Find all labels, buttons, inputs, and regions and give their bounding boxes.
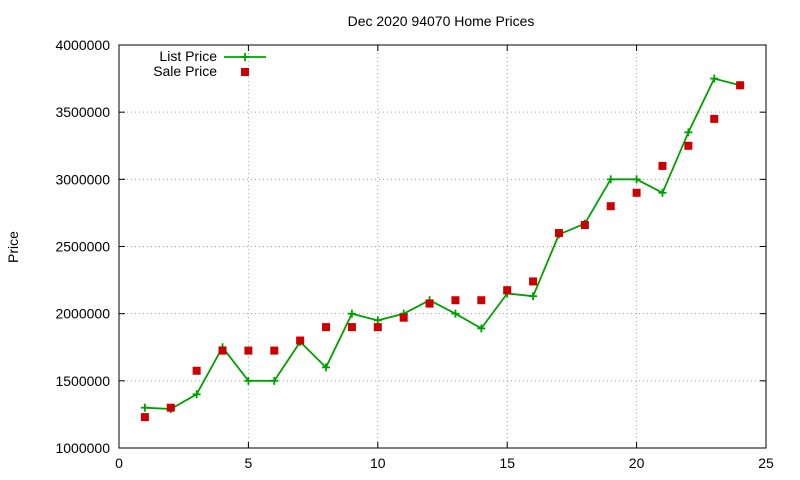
sale-price-point xyxy=(140,413,149,422)
sale-price-point xyxy=(606,202,615,211)
x-tick-label: 25 xyxy=(758,455,774,471)
sale-price-point xyxy=(658,161,667,170)
list-price-point xyxy=(477,324,486,333)
series-layer xyxy=(140,74,745,422)
legend-label-sale-price: Sale Price xyxy=(153,63,217,79)
sale-price-point xyxy=(710,114,719,123)
y-tick-label: 1500000 xyxy=(55,373,110,389)
x-tick-label: 20 xyxy=(629,455,645,471)
y-axis-label: Price xyxy=(5,231,21,263)
sale-price-point xyxy=(684,141,693,150)
grid-lines xyxy=(119,45,766,448)
sale-price-point xyxy=(218,346,227,355)
sale-price-point xyxy=(192,366,201,375)
y-tick-label: 2500000 xyxy=(55,239,110,255)
list-price-point xyxy=(710,74,719,83)
x-tick-label: 0 xyxy=(115,455,123,471)
sale-price-point xyxy=(399,313,408,322)
sale-price-point xyxy=(322,323,331,332)
list-price-point xyxy=(373,316,382,325)
sale-price-point xyxy=(451,296,460,305)
list-price-point xyxy=(192,390,201,399)
x-tick-label: 10 xyxy=(370,455,386,471)
sale-price-point xyxy=(296,336,305,345)
sale-price-point xyxy=(477,296,486,305)
sale-price-point xyxy=(373,323,382,332)
plot-frame xyxy=(118,44,767,449)
axis-ticks: 0 5 10 15 20 25 1000000 1500000 2000000 2500000 30… xyxy=(55,37,774,471)
legend-marker-sale-price xyxy=(241,68,249,76)
sale-price-point xyxy=(580,221,589,230)
list-price-point xyxy=(606,175,615,184)
sale-price-point xyxy=(554,229,563,238)
y-tick-label: 1000000 xyxy=(55,440,110,456)
sale-price-point xyxy=(503,286,512,295)
list-price-point xyxy=(451,309,460,318)
list-price-point xyxy=(684,128,693,137)
sale-price-point xyxy=(632,188,641,197)
x-tick-label: 15 xyxy=(499,455,515,471)
y-tick-label: 2000000 xyxy=(55,306,110,322)
sale-price-point xyxy=(347,323,356,332)
y-tick-label: 4000000 xyxy=(55,37,110,53)
sale-price-point xyxy=(736,81,745,90)
series-line-list-price xyxy=(144,77,741,410)
chart-title: Dec 2020 94070 Home Prices xyxy=(348,13,535,29)
sale-price-point xyxy=(529,277,538,286)
legend-marker-list-price xyxy=(241,53,249,61)
y-tick-label: 3500000 xyxy=(55,104,110,120)
list-price-point xyxy=(529,292,538,301)
list-price-point xyxy=(347,309,356,318)
list-price-point xyxy=(658,188,667,197)
list-price-point xyxy=(140,403,149,412)
sale-price-point xyxy=(244,346,253,355)
legend-label-list-price: List Price xyxy=(159,48,217,64)
sale-price-point xyxy=(166,403,175,412)
list-price-point xyxy=(322,363,331,372)
list-price-point xyxy=(632,175,641,184)
y-tick-label: 3000000 xyxy=(55,171,110,187)
x-tick-label: 5 xyxy=(245,455,253,471)
list-price-point xyxy=(270,376,279,385)
sale-price-point xyxy=(425,299,434,308)
legend: List Price Sale Price xyxy=(153,48,266,79)
list-price-point xyxy=(244,376,253,385)
sale-price-point xyxy=(270,346,279,355)
